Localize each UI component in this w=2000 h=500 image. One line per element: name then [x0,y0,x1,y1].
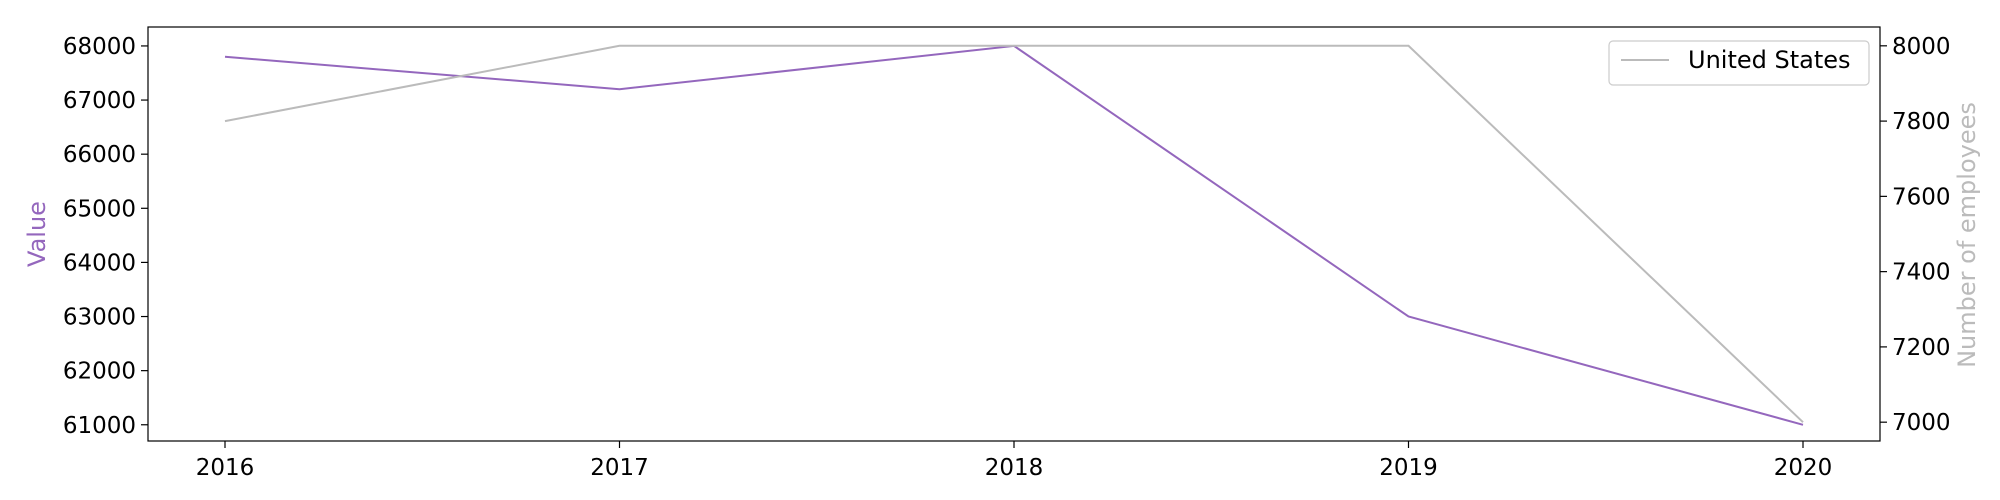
legend-label-united-states: United States [1688,46,1851,74]
series-line-value [224,44,1804,426]
right-y-tick-label: 7600 [1892,184,1951,210]
left-y-tick-label: 61000 [63,413,136,439]
x-tick-label: 2020 [1774,455,1833,481]
left-y-tick-label: 65000 [63,196,136,222]
right-y-tick-label: 7400 [1892,260,1951,286]
right-y-tick-label: 7800 [1892,109,1951,135]
left-y-tick-label: 68000 [63,34,136,60]
x-tick-label: 2019 [1379,455,1438,481]
left-y-tick-label: 67000 [63,88,136,114]
legend-box [1608,40,1870,86]
right-y-tick-label: 7000 [1892,410,1951,436]
series-line-united-states [224,44,1804,423]
left-y-tick-label: 66000 [63,142,136,168]
x-tick-label: 2018 [985,455,1044,481]
left-y-tick-label: 62000 [63,359,136,385]
plot-frame [147,26,1881,442]
left-y-axis-title: Value [23,201,51,267]
right-y-axis: 7000 7200 7400 7600 7800 8000 [1880,34,1951,436]
plot-area [224,44,1804,426]
legend: United States [1608,40,1870,86]
left-y-tick-label: 64000 [63,250,136,276]
right-y-axis-title: Number of employees [1953,102,1981,368]
x-tick-label: 2017 [590,455,649,481]
left-y-tick-label: 63000 [63,305,136,331]
right-y-tick-label: 8000 [1892,34,1951,60]
x-axis: 2016 2017 2018 2019 2020 [196,441,1833,481]
left-y-axis: 61000 62000 63000 64000 65000 66000 67000 68000 [63,34,148,439]
x-tick-label: 2016 [196,455,255,481]
right-y-tick-label: 7200 [1892,335,1951,361]
